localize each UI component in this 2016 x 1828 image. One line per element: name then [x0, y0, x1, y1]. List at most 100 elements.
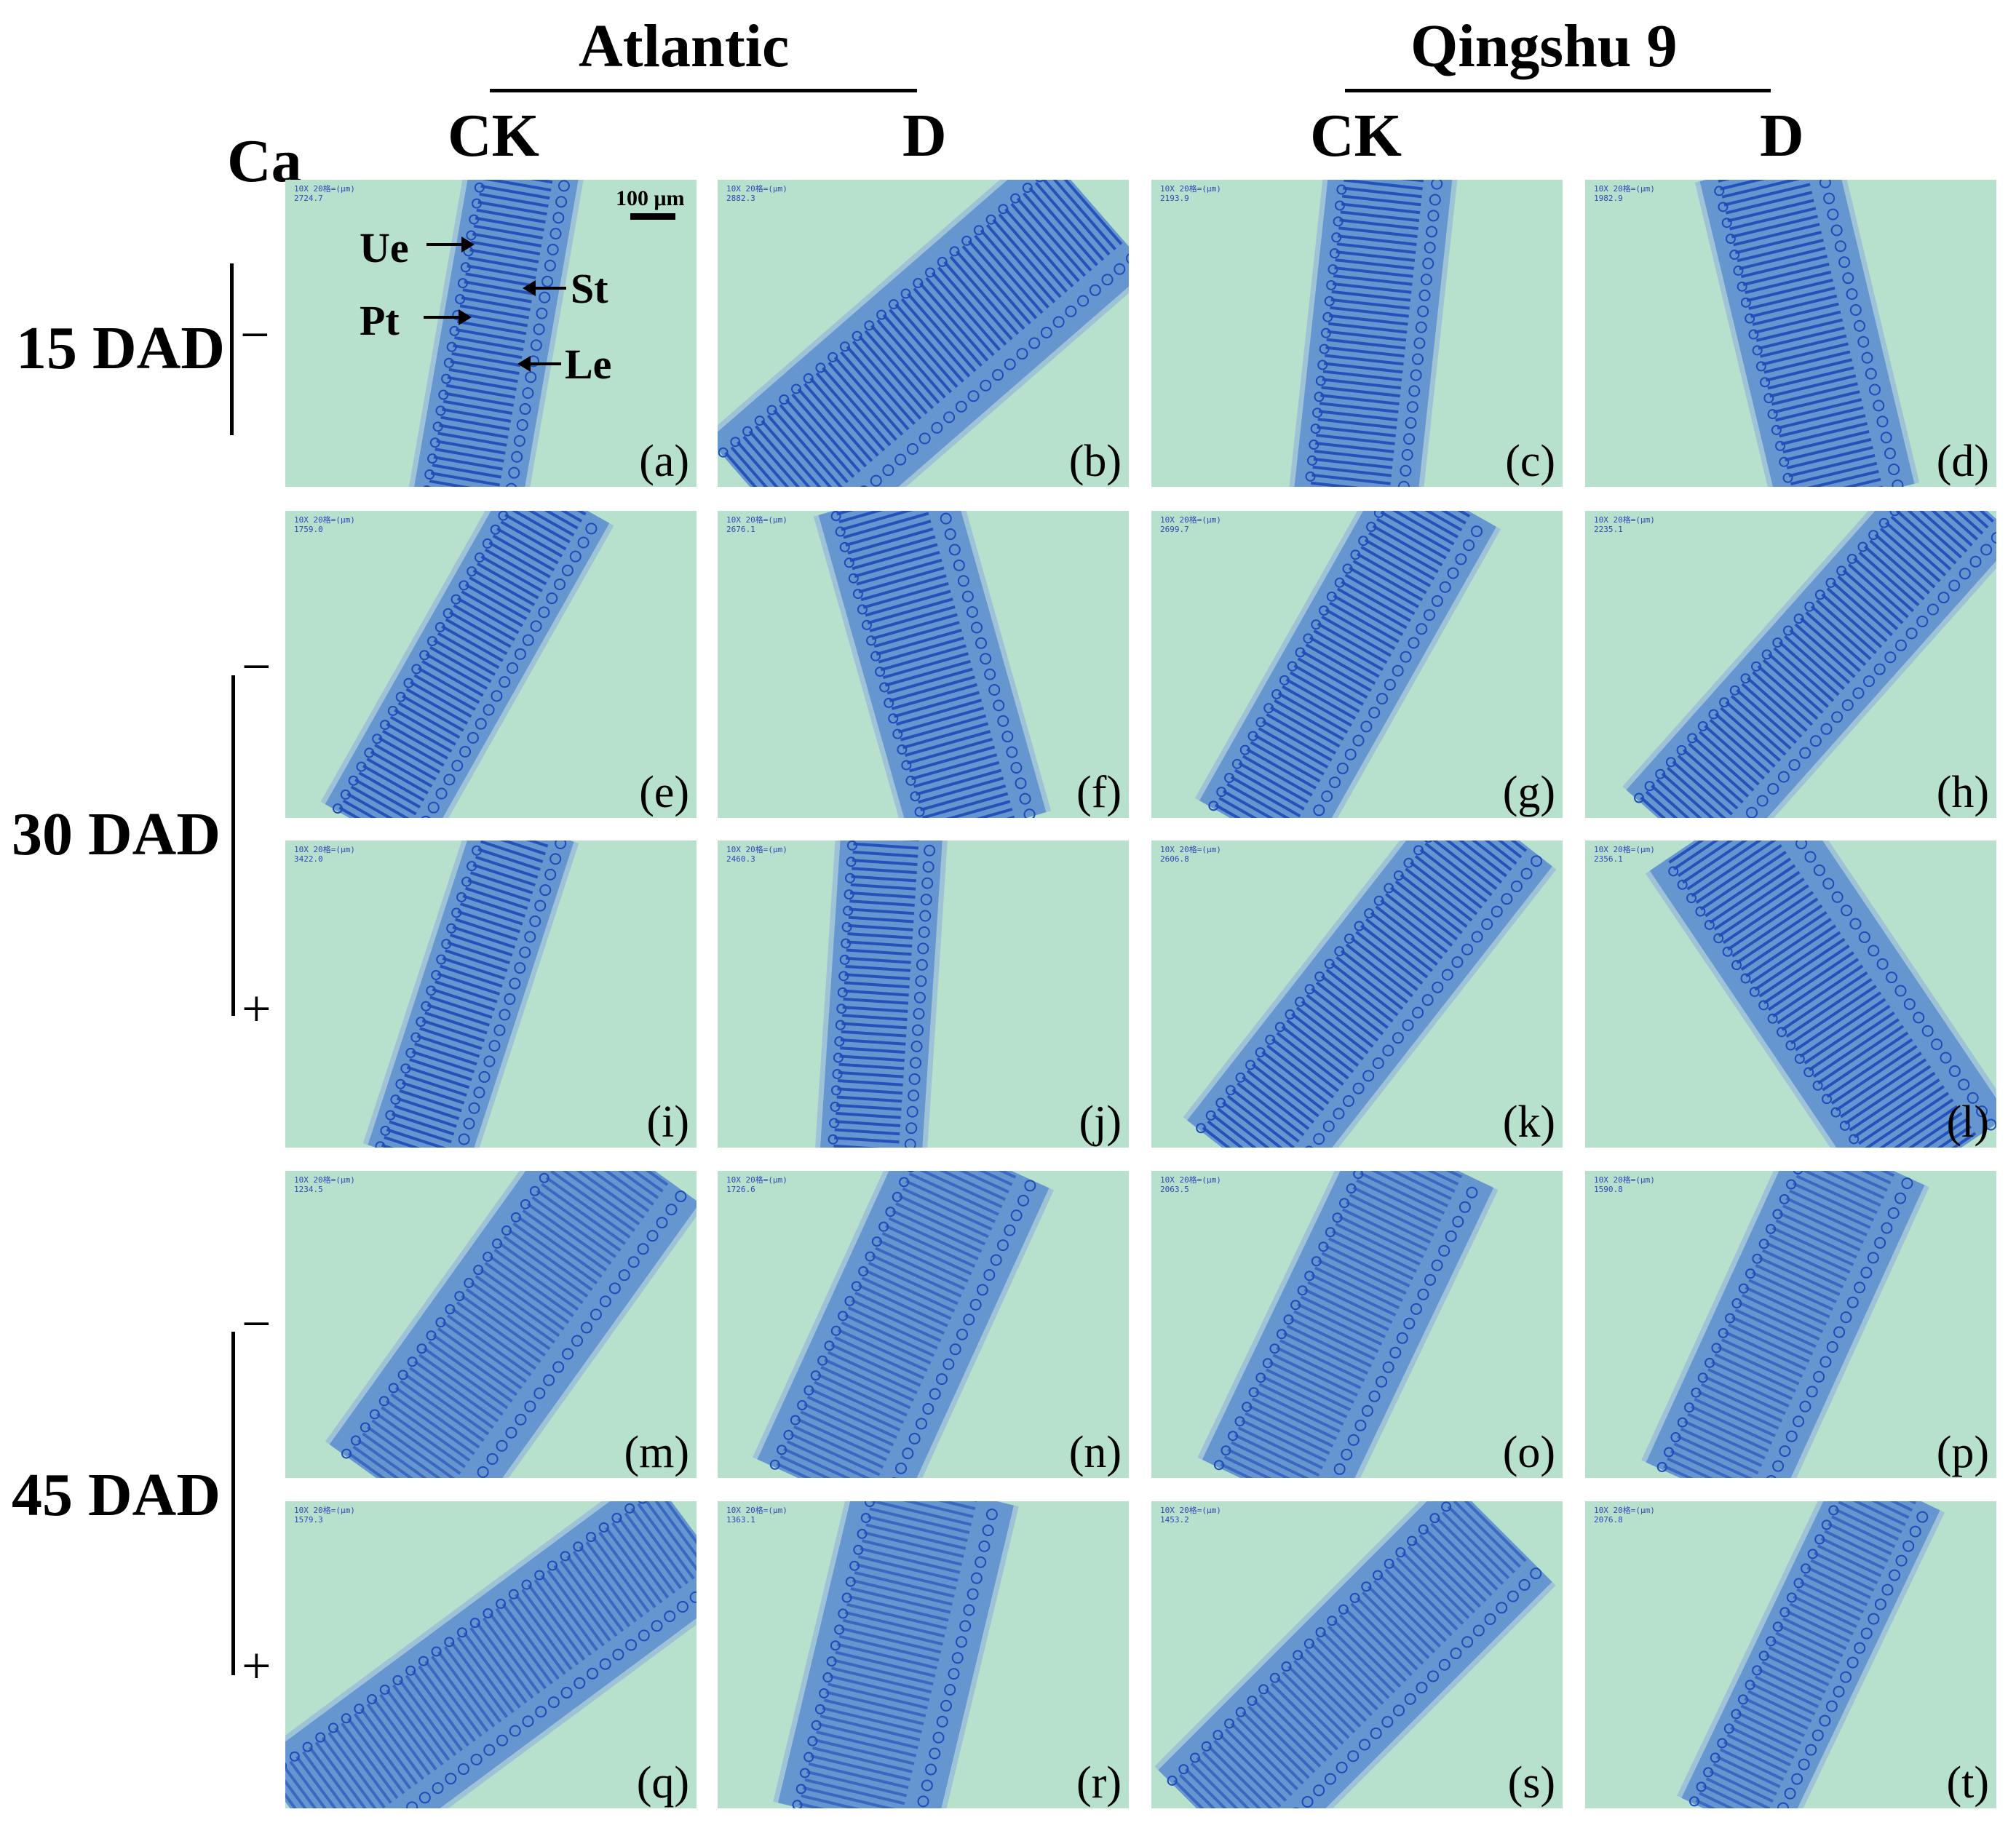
qingshu-underline — [1345, 89, 1771, 92]
micrograph-panel: 10X 20格=(μm) 3422.0 (i) — [285, 841, 697, 1148]
scale-bar — [630, 213, 675, 220]
atlantic-underline — [490, 89, 917, 92]
micrograph-panel: 10X 20格=(μm) 1453.2 (s) — [1151, 1501, 1563, 1808]
panel-magnification-text: 10X 20格=(μm) 2606.8 — [1160, 845, 1221, 864]
micrograph-panel: 10X 20格=(μm) 1726.6 (n) — [718, 1171, 1129, 1478]
panel-label: (a) — [639, 437, 689, 486]
annot-st-arrow — [523, 280, 566, 296]
panel-magnification-text: 10X 20格=(μm) 2076.8 — [1594, 1506, 1655, 1525]
col-header-d-2: D — [1760, 102, 1804, 170]
panel-label: (m) — [624, 1428, 689, 1477]
panel-label: (o) — [1502, 1428, 1555, 1477]
panel-label: (e) — [639, 768, 689, 817]
leaf-cross-section-image — [815, 841, 948, 1148]
panel-magnification-text: 10X 20格=(μm) 2235.1 — [1594, 515, 1655, 534]
panel-magnification-text: 10X 20格=(μm) 2460.3 — [726, 845, 787, 864]
panel-label: (r) — [1076, 1758, 1122, 1808]
panel-label: (d) — [1936, 437, 1989, 486]
micrograph-panel: 10X 20格=(μm) 1982.9 (d) — [1585, 180, 1996, 487]
panel-magnification-text: 10X 20格=(μm) 1726.6 — [726, 1175, 787, 1194]
sign-plus-30: + — [242, 979, 271, 1038]
panel-label: (s) — [1507, 1758, 1555, 1808]
annot-le: Le — [565, 341, 612, 388]
row-label-15dad: 15 DAD — [16, 314, 225, 382]
panel-label: (g) — [1502, 768, 1555, 817]
leaf-cross-section-image — [718, 180, 1129, 487]
micrograph-panel: 10X 20格=(μm) 1579.3 (q) — [285, 1501, 697, 1808]
col-header-ck-1: CK — [448, 102, 539, 170]
panel-label: (h) — [1936, 768, 1989, 817]
leaf-cross-section-image — [1694, 180, 1920, 487]
panel-magnification-text: 10X 20格=(μm) 2882.3 — [726, 184, 787, 203]
micrograph-panel: 10X 20格=(μm) 1363.1 (r) — [718, 1501, 1129, 1808]
sign-minus-15: − — [240, 306, 270, 364]
micrograph-panel: 10X 20格=(μm) 2076.8 (t) — [1585, 1501, 1996, 1808]
leaf-cross-section-image — [320, 511, 614, 818]
annot-pt: Pt — [360, 297, 400, 344]
micrograph-panel: 10X 20格=(μm) 2193.9 (c) — [1151, 180, 1563, 487]
micrograph-panel: 10X 20格=(μm) 2063.5 (o) — [1151, 1171, 1563, 1478]
panel-magnification-text: 10X 20格=(μm) 3422.0 — [294, 845, 355, 864]
leaf-cross-section-image — [1641, 1171, 1929, 1478]
leaf-cross-section-image — [285, 1501, 697, 1808]
leaf-cross-section-image — [408, 180, 584, 487]
panel-magnification-text: 10X 20格=(μm) 1759.0 — [294, 515, 355, 534]
panel-magnification-text: 10X 20格=(μm) 1453.2 — [1160, 1506, 1221, 1525]
bracket-45dad — [231, 1332, 235, 1675]
row-label-45dad: 45 DAD — [12, 1461, 221, 1529]
sign-plus-45: + — [242, 1637, 271, 1695]
annot-le-arrow — [517, 356, 561, 372]
panel-magnification-text: 10X 20格=(μm) 2193.9 — [1160, 184, 1221, 203]
col-header-ck-2: CK — [1310, 102, 1402, 170]
panel-magnification-text: 10X 20格=(μm) 2724.7 — [294, 184, 355, 203]
panel-label: (c) — [1505, 437, 1555, 486]
panel-magnification-text: 10X 20格=(μm) 2699.7 — [1160, 515, 1221, 534]
panel-label: (q) — [636, 1758, 689, 1808]
panel-label: (p) — [1936, 1428, 1989, 1477]
cultivar-atlantic-header: Atlantic — [579, 12, 790, 80]
leaf-cross-section-image — [362, 841, 579, 1148]
leaf-cross-section-image — [1622, 511, 1996, 818]
panel-magnification-text: 10X 20格=(μm) 2676.1 — [726, 515, 787, 534]
micrograph-panel: 10X 20格=(μm) 2724.7 (a) — [285, 180, 697, 487]
leaf-cross-section-image — [813, 511, 1052, 818]
micrograph-panel: 10X 20格=(μm) 2235.1 (h) — [1585, 511, 1996, 818]
leaf-cross-section-image — [1194, 511, 1501, 818]
panel-label: (f) — [1076, 768, 1122, 817]
leaf-cross-section-image — [753, 1171, 1054, 1478]
leaf-cross-section-image — [1183, 841, 1557, 1148]
panel-label: (t) — [1946, 1758, 1989, 1808]
micrograph-panel: 10X 20格=(μm) 2882.3 (b) — [718, 180, 1129, 487]
panel-magnification-text: 10X 20格=(μm) 1590.8 — [1594, 1175, 1655, 1194]
annot-st: St — [571, 265, 608, 312]
leaf-cross-section-image — [1677, 1501, 1945, 1808]
leaf-cross-section-image — [1645, 841, 1996, 1148]
panel-magnification-text: 10X 20格=(μm) 2063.5 — [1160, 1175, 1221, 1194]
panel-label: (i) — [646, 1097, 689, 1147]
cultivar-qingshu-header: Qingshu 9 — [1410, 12, 1678, 80]
panel-magnification-text: 10X 20格=(μm) 2356.1 — [1594, 845, 1655, 864]
annot-ue-arrow — [426, 237, 475, 253]
row-label-30dad: 30 DAD — [12, 800, 221, 868]
sign-minus-45: − — [242, 1295, 271, 1353]
panel-magnification-text: 10X 20格=(μm) 1579.3 — [294, 1506, 355, 1525]
leaf-cross-section-image — [773, 1501, 1019, 1808]
col-header-d-1: D — [902, 102, 947, 170]
leaf-cross-section-image — [1197, 1171, 1499, 1478]
scale-bar-label: 100 μm — [616, 186, 685, 210]
panel-label: (n) — [1068, 1428, 1122, 1477]
annot-pt-arrow — [424, 309, 472, 325]
leaf-cross-section-image — [1289, 180, 1458, 487]
panel-magnification-text: 10X 20格=(μm) 1234.5 — [294, 1175, 355, 1194]
micrograph-panel: 10X 20格=(μm) 2606.8 (k) — [1151, 841, 1563, 1148]
bracket-30dad — [231, 675, 235, 1016]
micrograph-panel: 10X 20格=(μm) 1590.8 (p) — [1585, 1171, 1996, 1478]
sign-minus-30: − — [242, 637, 271, 696]
micrograph-panel: 10X 20格=(μm) 2356.1 (l) — [1585, 841, 1996, 1148]
micrograph-panel: 10X 20格=(μm) 1759.0 (e) — [285, 511, 697, 818]
leaf-cross-section-image — [1154, 1501, 1556, 1808]
micrograph-panel: 10X 20格=(μm) 1234.5 (m) — [285, 1171, 697, 1478]
panel-label: (l) — [1946, 1097, 1989, 1147]
panel-label: (b) — [1068, 437, 1122, 486]
bracket-15dad — [230, 263, 234, 435]
